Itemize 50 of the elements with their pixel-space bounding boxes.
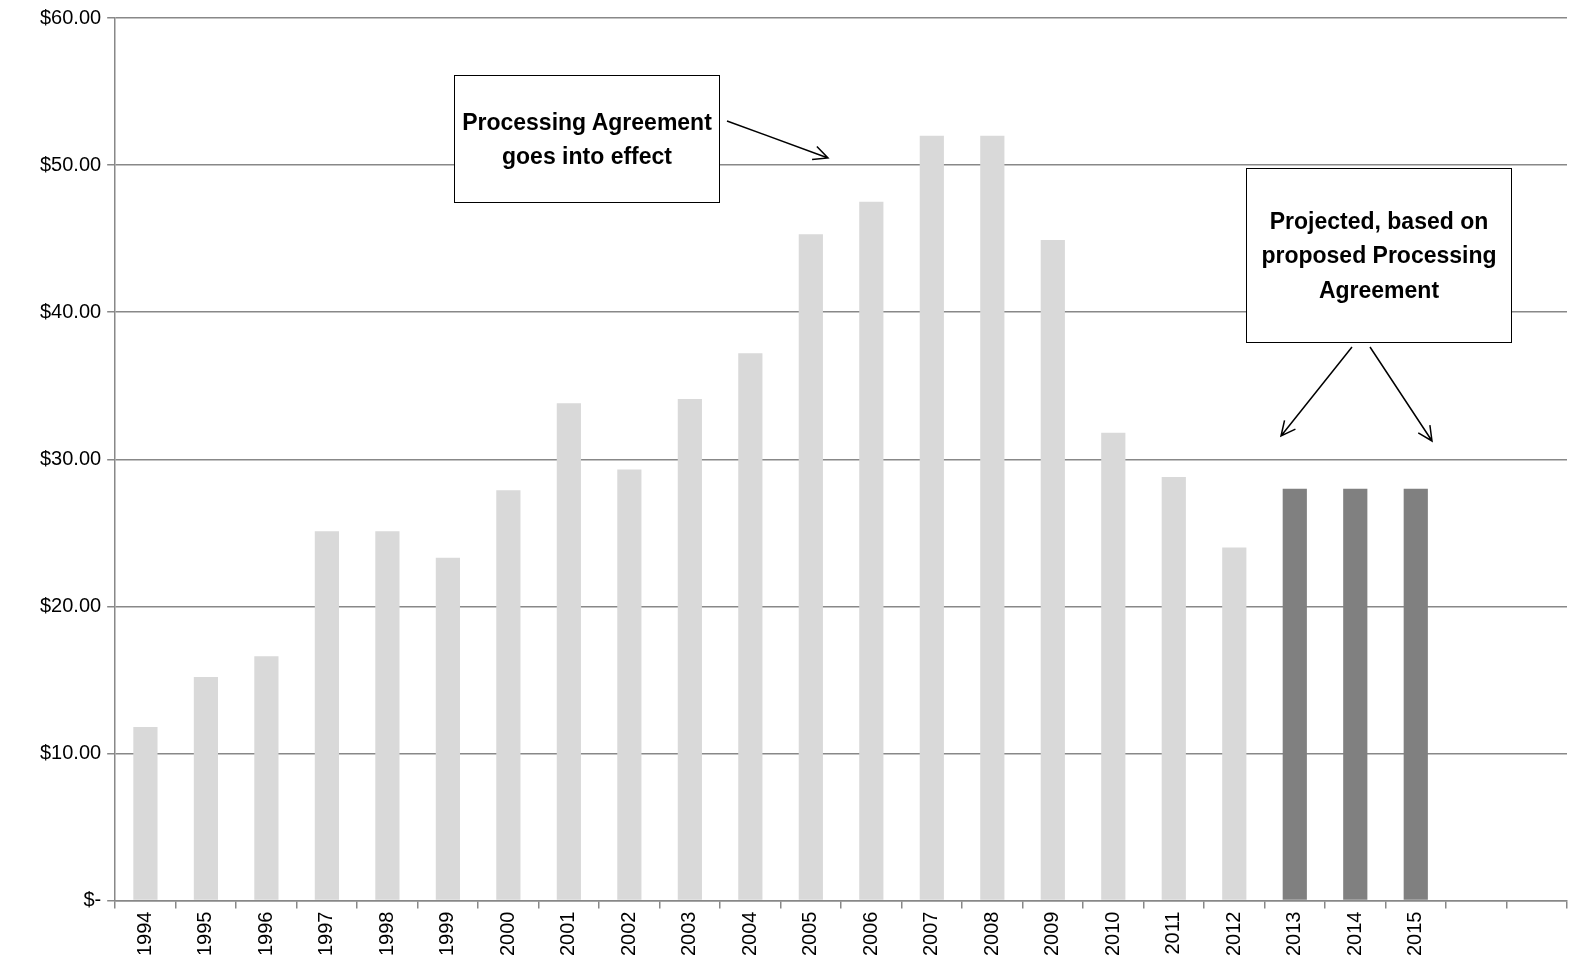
bar [1222, 547, 1247, 900]
x-tick-label: 1994 [132, 911, 155, 957]
x-tick-label: 2014 [1342, 911, 1365, 957]
callout-box: Projected, based on proposed Processing Agreement [1246, 168, 1512, 343]
bar [1161, 476, 1186, 900]
x-tick-label: 1996 [253, 911, 276, 957]
y-tick-label: $40.00 [40, 299, 102, 322]
x-tick-label: 2005 [798, 911, 821, 957]
bar [919, 135, 944, 900]
bar [556, 403, 581, 900]
x-tick-label: 1998 [374, 911, 397, 957]
y-tick-label: $50.00 [40, 152, 102, 175]
bar [133, 726, 158, 900]
bar [1040, 240, 1065, 900]
x-tick-label: 2007 [919, 911, 942, 957]
x-tick-label: 2008 [979, 911, 1002, 957]
y-tick-label: $- [83, 888, 102, 911]
y-tick-label: $20.00 [40, 593, 102, 616]
x-tick-label: 1997 [314, 911, 337, 957]
bar [677, 398, 702, 900]
bar [1101, 432, 1126, 900]
x-tick-label: 2012 [1221, 911, 1244, 957]
bar [496, 490, 521, 900]
bar [375, 531, 400, 900]
x-tick-label: 2013 [1282, 911, 1305, 957]
x-tick-label: 2002 [616, 911, 639, 957]
bar [617, 469, 642, 900]
x-tick-label: 2011 [1161, 911, 1184, 955]
x-tick-label: 2004 [737, 911, 760, 957]
y-tick-label: $60.00 [40, 5, 102, 28]
y-tick-label: $30.00 [40, 446, 102, 469]
x-tick-label: 2015 [1403, 911, 1426, 957]
x-tick-label: 1999 [435, 911, 458, 957]
bar [193, 676, 219, 900]
bar [859, 201, 884, 900]
bar [254, 656, 279, 900]
bar [798, 234, 823, 900]
callout-box: Processing Agreement goes into effect [454, 75, 720, 203]
x-tick-label: 2006 [858, 911, 881, 957]
x-tick-label: 2003 [677, 911, 700, 957]
bar [314, 531, 339, 900]
x-tick-label: 1995 [193, 911, 216, 957]
y-tick-label: $10.00 [40, 740, 102, 763]
x-tick-label: 2009 [1040, 911, 1063, 957]
bar [435, 557, 460, 900]
bar [738, 353, 763, 900]
bar [980, 135, 1005, 900]
x-tick-label: 2010 [1100, 911, 1123, 957]
x-tick-label: 2001 [556, 911, 579, 957]
x-tick-label: 2000 [495, 911, 518, 957]
